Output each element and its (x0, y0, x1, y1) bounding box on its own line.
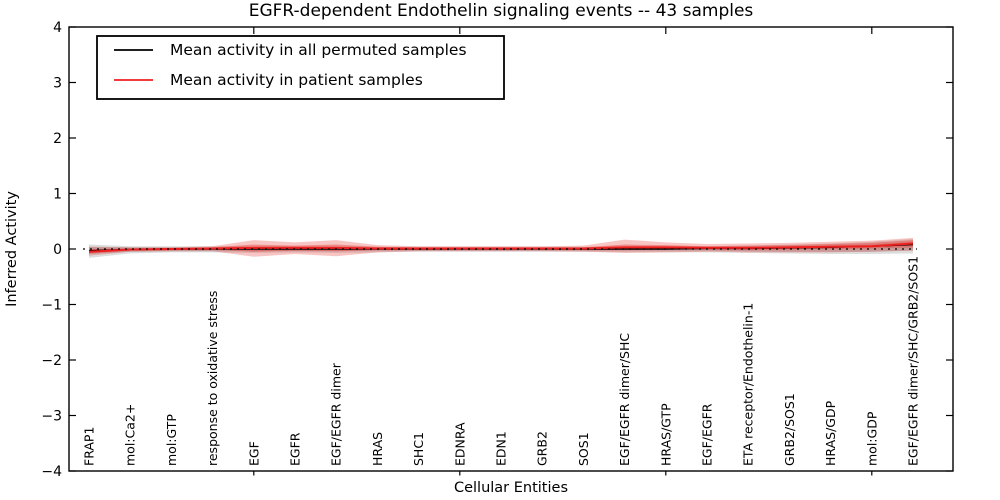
entity-label: HRAS/GDP (823, 400, 838, 466)
y-axis-label: Inferred Activity (4, 191, 20, 307)
chart-title: EGFR-dependent Endothelin signaling even… (249, 1, 754, 21)
y-tick-label: 4 (53, 20, 62, 36)
entity-label: SHC1 (411, 432, 426, 466)
entity-label: EGF (246, 441, 261, 466)
entity-label: mol:Ca2+ (123, 404, 138, 466)
entity-label: GRB2 (535, 431, 550, 466)
entity-label: mol:GTP (164, 414, 179, 466)
y-tick-label: −4 (41, 464, 62, 480)
series-lines (88, 242, 914, 253)
legend-label-permuted: Mean activity in all permuted samples (170, 41, 467, 59)
legend-label-patient: Mean activity in patient samples (170, 71, 423, 89)
entity-label: HRAS/GTP (658, 403, 673, 466)
y-tick-label: −1 (41, 297, 62, 313)
y-tick-label: 1 (53, 186, 62, 202)
y-tick-label: 0 (53, 242, 62, 258)
x-axis-label: Cellular Entities (454, 480, 568, 496)
entity-label: EGF/EGFR dimer/SHC (617, 333, 632, 466)
series-line-patient (88, 242, 914, 253)
entity-label: EGFR (288, 432, 303, 466)
y-tick-label: 3 (53, 75, 62, 91)
entity-label: HRAS (370, 432, 385, 466)
entity-label: response to oxidative stress (205, 291, 220, 466)
entity-label: EDN1 (494, 431, 509, 466)
entity-label: mol:GDP (864, 411, 879, 466)
plot-frame (68, 26, 954, 472)
legend-box (96, 35, 505, 100)
entity-label: ETA receptor/Endothelin-1 (741, 303, 756, 466)
entity-label: EDNRA (452, 422, 467, 466)
entity-label: EGF/EGFR dimer (329, 362, 344, 466)
entity-label: FRAP1 (82, 427, 97, 466)
y-tick-label: −3 (41, 408, 62, 424)
y-tick-labels: 4 3 2 1 0 −1 −2 −3 −4 (41, 20, 62, 480)
legend: Mean activity in all permuted samples Me… (96, 35, 505, 100)
band-patient-std-inner (89, 240, 913, 254)
entity-label: EGF/EGFR (700, 403, 715, 466)
band-patient-std-outer (89, 237, 913, 257)
entity-label: EGF/EGFR dimer/SHC/GRB2/SOS1 (906, 256, 921, 466)
y-tick-label: 2 (53, 131, 62, 147)
entity-labels: FRAP1 mol:Ca2+ mol:GTP response to oxidativ… (82, 256, 921, 466)
entity-label: SOS1 (576, 432, 591, 466)
entity-label: GRB2/SOS1 (782, 393, 797, 466)
y-tick-label: −2 (41, 353, 62, 369)
